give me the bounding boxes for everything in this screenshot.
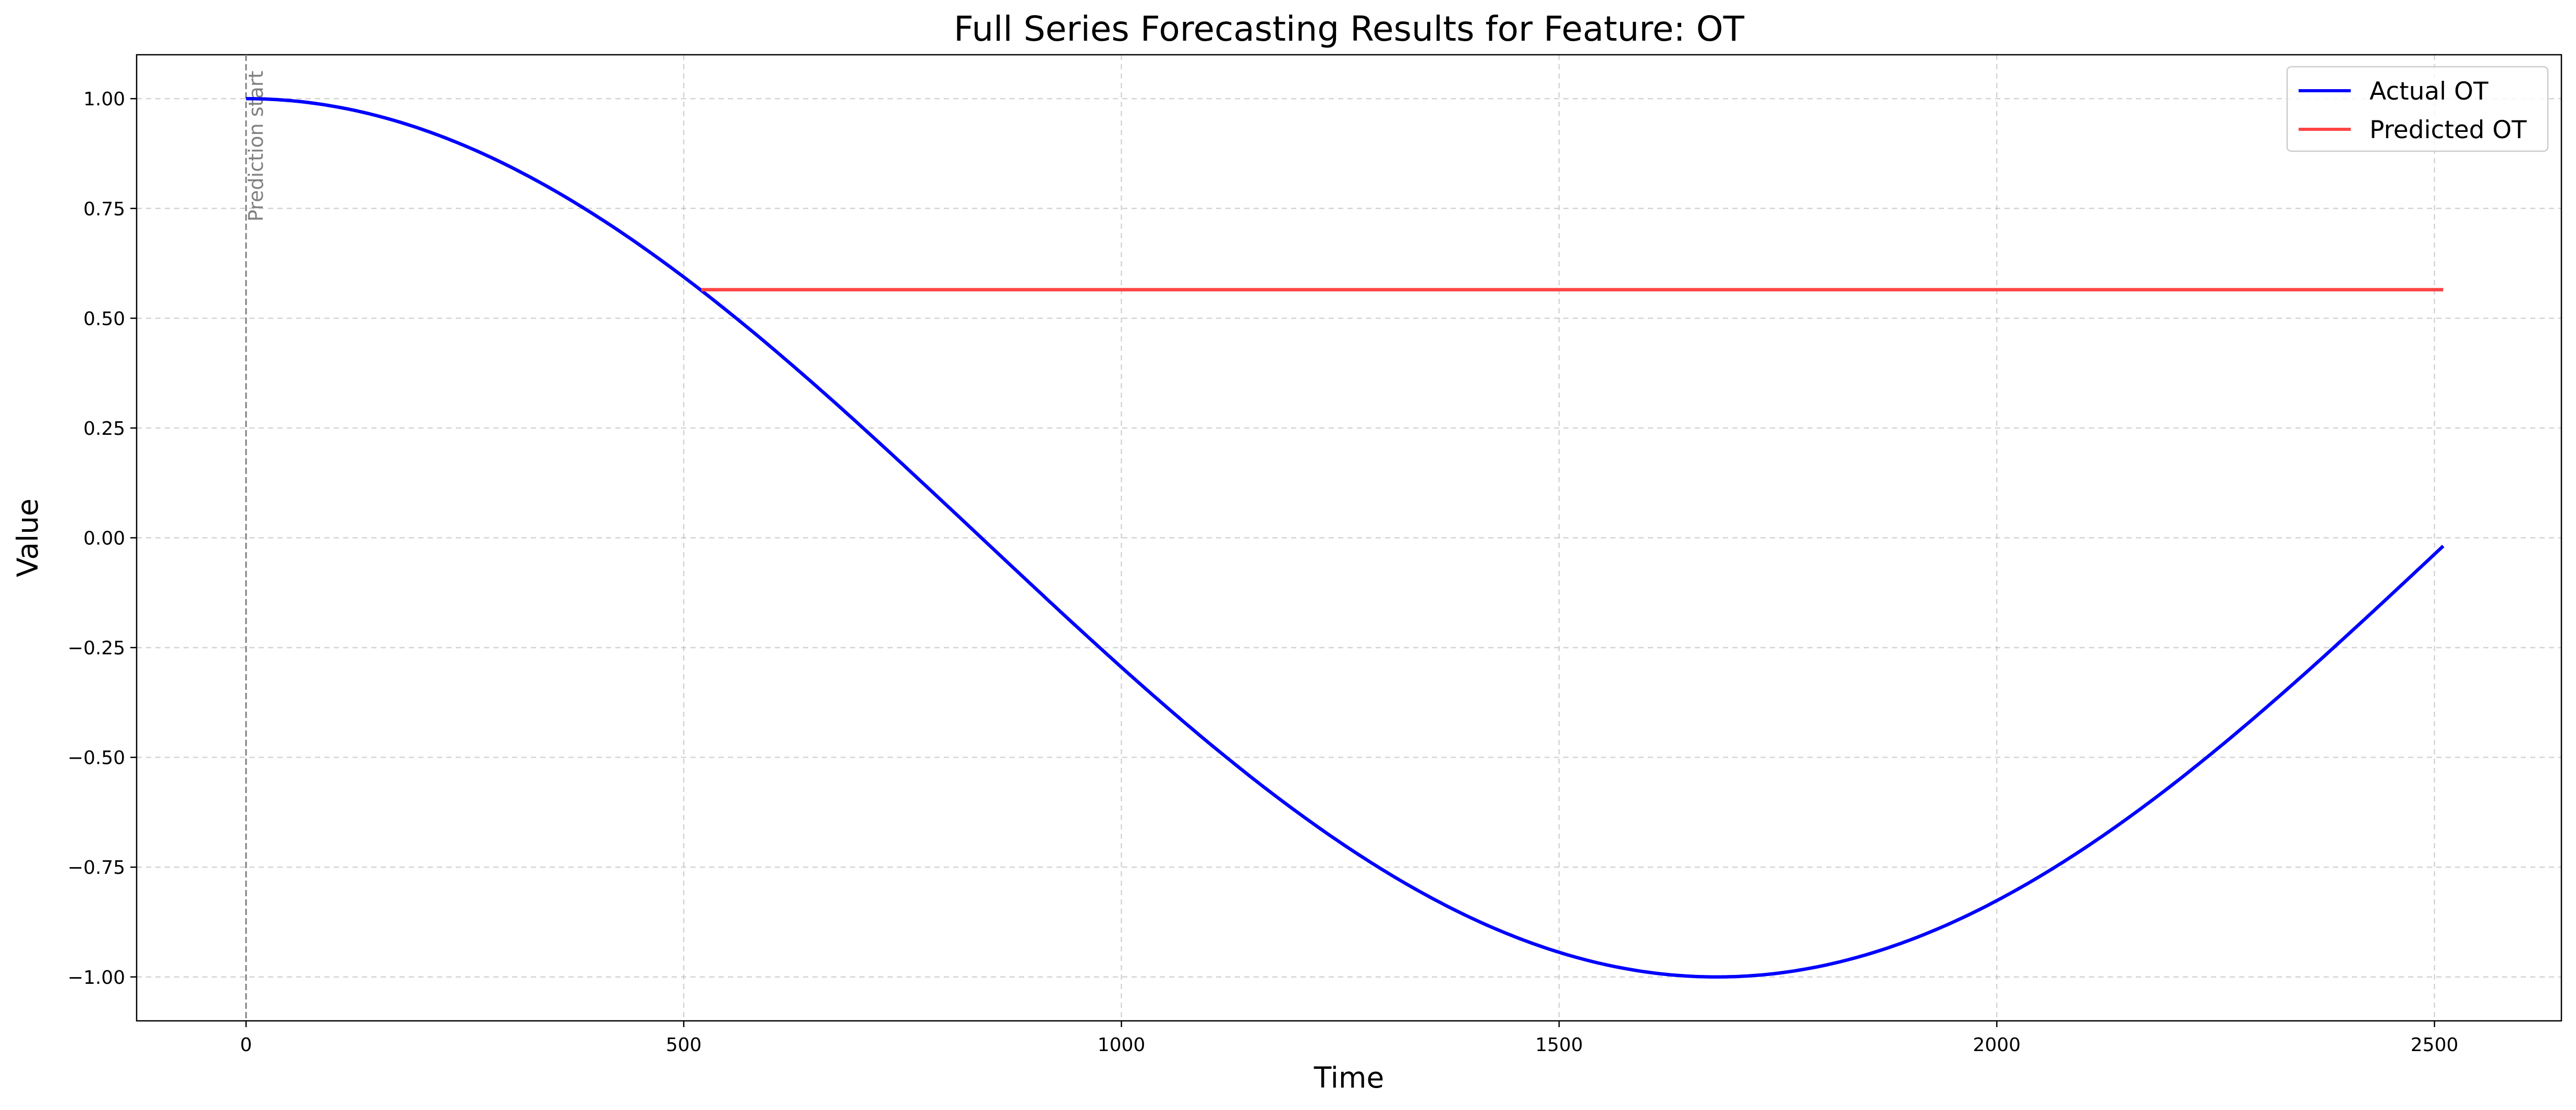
y-tick-label: 0.75 bbox=[83, 199, 125, 220]
legend: Actual OT Predicted OT bbox=[2286, 66, 2549, 152]
prediction-start-label: Prediction start bbox=[245, 71, 268, 222]
x-tick-label: 500 bbox=[666, 1034, 702, 1056]
x-tick-label: 2000 bbox=[1973, 1034, 2021, 1056]
grid bbox=[137, 55, 2561, 1021]
x-tick-label: 0 bbox=[240, 1034, 252, 1056]
y-tick-label: −0.50 bbox=[68, 748, 125, 769]
legend-box bbox=[2286, 66, 2549, 152]
chart-title: Full Series Forecasting Results for Feat… bbox=[954, 9, 1745, 49]
series-layer bbox=[246, 96, 2445, 979]
legend-label-actual: Actual OT bbox=[2370, 77, 2488, 106]
y-axis-title: Value bbox=[11, 498, 44, 577]
y-tick-label: −0.75 bbox=[68, 857, 125, 879]
x-axis-title: Time bbox=[1314, 1061, 1384, 1094]
annotation-layer: Prediction start bbox=[245, 55, 268, 1021]
legend-label-predicted: Predicted OT bbox=[2370, 116, 2527, 144]
x-tick-label: 1500 bbox=[1535, 1034, 1583, 1056]
y-tick-label: 0.25 bbox=[83, 418, 125, 440]
y-tick-label: −1.00 bbox=[68, 967, 125, 989]
x-tick-label: 2500 bbox=[2411, 1034, 2459, 1056]
series-actual-line bbox=[246, 96, 2445, 979]
y-tick-label: −0.25 bbox=[68, 638, 125, 659]
axis-ticks: 0 500 1000 1500 2000 2500 −1.00 −0.75 −0.50 −0.25… bbox=[68, 89, 2459, 1056]
x-tick-label: 1000 bbox=[1098, 1034, 1146, 1056]
y-tick-label: 1.00 bbox=[83, 89, 125, 110]
y-tick-label: 0.50 bbox=[83, 308, 125, 330]
y-tick-label: 0.00 bbox=[83, 528, 125, 550]
